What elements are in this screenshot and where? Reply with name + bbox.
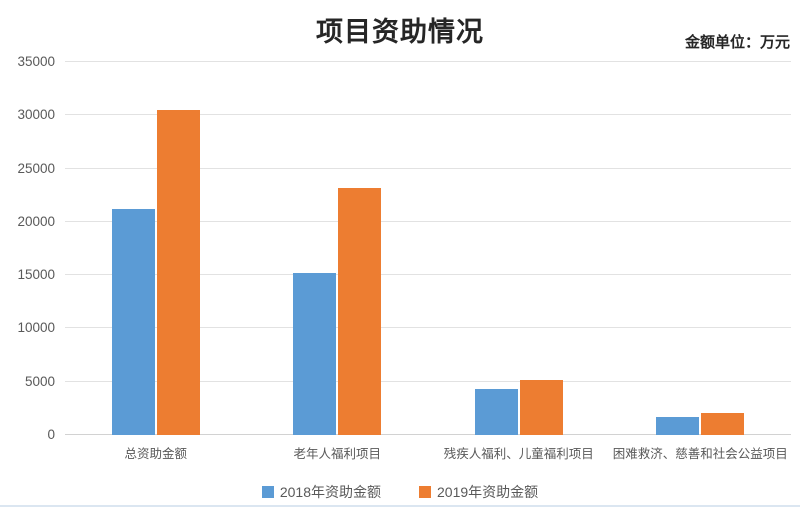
bar-group — [247, 62, 429, 435]
legend-label: 2019年资助金额 — [437, 484, 539, 500]
legend-label: 2018年资助金额 — [279, 484, 381, 500]
bar-2019年资助金额-困难救济、慈善和社会公益项目 — [701, 412, 745, 435]
y-tick-label: 5000 — [24, 373, 55, 389]
gridline — [65, 327, 791, 329]
category-label: 残疾人福利、儿童福利项目 — [443, 447, 594, 461]
gridline — [65, 61, 791, 62]
x-axis-line — [65, 434, 791, 435]
bar-group — [65, 62, 247, 435]
legend-item: 2018年资助金额 — [261, 482, 381, 502]
gridline — [65, 167, 791, 169]
y-tick-label: 15000 — [17, 267, 55, 283]
y-tick-label: 30000 — [17, 107, 55, 123]
bar-2019年资助金额-老年人福利项目 — [338, 187, 382, 435]
y-tick-label: 25000 — [17, 160, 55, 176]
chart-title: 项目资助情况 — [316, 17, 484, 47]
gridline — [65, 274, 791, 276]
bar-2018年资助金额-老年人福利项目 — [293, 273, 337, 435]
category-label: 老年人福利项目 — [293, 447, 381, 461]
plot-area — [65, 61, 791, 435]
gridlines — [65, 61, 791, 435]
y-tick-label: 0 — [47, 427, 55, 442]
gridline — [65, 114, 791, 116]
y-tick-label: 35000 — [17, 54, 55, 69]
legend-item: 2019年资助金额 — [419, 482, 538, 502]
bar-2019年资助金额-残疾人福利、儿童福利项目 — [519, 379, 563, 435]
gridline — [65, 220, 791, 222]
legend-swatch-icon — [419, 486, 431, 498]
y-axis-labels: 0 5000 10000 15000 20000 25000 30000 35000 — [0, 54, 55, 442]
legend-swatch-icon — [261, 486, 274, 498]
bottom-rule — [0, 505, 800, 507]
legend: 2018年资助金额 2019年资助金额 — [0, 482, 800, 502]
y-tick-label: 10000 — [17, 320, 55, 336]
category-label: 总资助金额 — [124, 447, 187, 461]
category-label: 困难救济、慈善和社会公益项目 — [612, 447, 788, 461]
bar-2018年资助金额-困难救济、慈善和社会公益项目 — [656, 416, 700, 435]
y-tick-label: 20000 — [17, 213, 55, 229]
unit-note: 金额单位：万元 — [684, 34, 790, 51]
gridline — [65, 380, 791, 382]
category-labels: 总资助金额 老年人福利项目 残疾人福利、儿童福利项目 困难救济、慈善和社会公益项目 — [65, 443, 791, 462]
bar-group — [428, 62, 610, 435]
bar-group — [610, 62, 792, 435]
bar-2018年资助金额-残疾人福利、儿童福利项目 — [474, 389, 518, 435]
bar-2019年资助金额-总资助金额 — [156, 109, 200, 435]
bar-2018年资助金额-总资助金额 — [111, 209, 155, 435]
bar-groups — [65, 62, 791, 435]
